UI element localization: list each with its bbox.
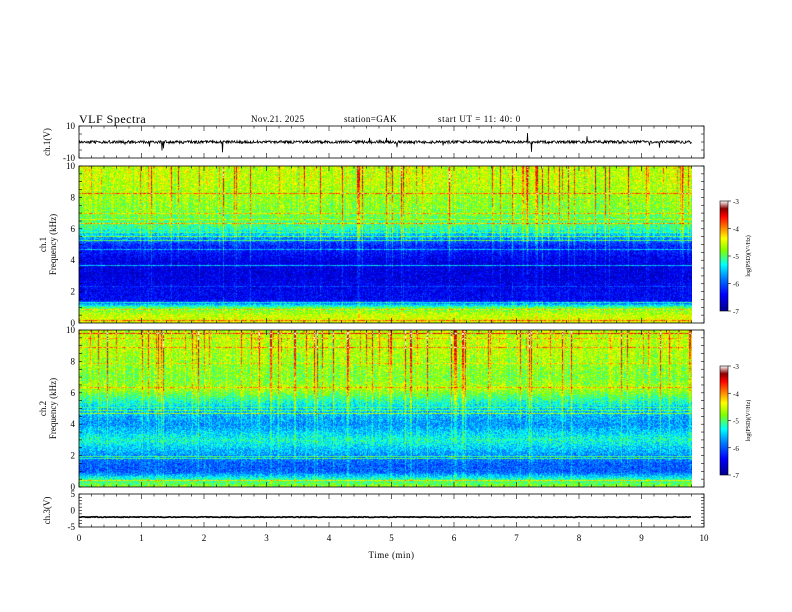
- x-tick-label: 8: [577, 533, 582, 543]
- x-tick-label: 7: [514, 533, 519, 543]
- colorbar-tick-label: -6: [733, 281, 739, 289]
- colorbar-tick-label: -4: [733, 226, 739, 234]
- x-tick-label: 2: [202, 533, 207, 543]
- ch1-ylabel: ch.1(V): [42, 128, 52, 156]
- colorbar-tick-label: -3: [733, 363, 739, 371]
- x-tick-label: 4: [327, 533, 332, 543]
- date-label: Nov.21. 2025: [251, 114, 305, 124]
- x-tick-label: 1: [139, 533, 144, 543]
- ch3-ylabel: ch.3(V): [42, 497, 52, 525]
- y-tick-label: 0: [71, 318, 76, 328]
- ch1-spectrogram-channel-label: ch.1: [38, 237, 48, 252]
- colorbar-tick-label: -4: [733, 390, 739, 398]
- ch2-spectrogram-panel: 0 2 4 6 8 10 ch.2 Frequency (kHz): [38, 325, 705, 492]
- station-label: station=GAK: [344, 114, 397, 124]
- y-tick-label: 5: [71, 489, 76, 499]
- ch2-spectrogram-image: [79, 330, 692, 487]
- y-tick-label: 6: [71, 388, 76, 398]
- y-tick-label: 8: [71, 356, 76, 366]
- ch3-trace: [78, 515, 692, 519]
- ch1-trace: [78, 133, 692, 153]
- x-tick-label: 0: [77, 533, 82, 543]
- x-tick-label: 5: [389, 533, 394, 543]
- start-time-label: start UT = 11: 40: 0: [438, 114, 521, 124]
- ch1-spectrogram-image: [79, 166, 692, 323]
- ch2-spectrogram-ylabel: Frequency (kHz): [48, 378, 58, 439]
- plot-title: VLF Spectra: [79, 112, 147, 126]
- ch2-spectrogram-colorbar-fill: [719, 365, 729, 476]
- ch1-spectrogram-ylabel: Frequency (kHz): [48, 214, 58, 275]
- ch2-spectrogram-channel-label: ch.2: [38, 401, 48, 416]
- colorbar-tick-label: -5: [733, 418, 739, 426]
- y-tick-label: -10: [63, 153, 75, 163]
- colorbar-tick-label: -6: [733, 445, 739, 453]
- x-tick-label: 6: [452, 533, 457, 543]
- colorbar-tick-label: -5: [733, 253, 739, 261]
- ch1-spectrogram-panel: 0 2 4 6 8 10 ch.1 Frequency (kHz): [38, 161, 705, 328]
- y-tick-label: 4: [71, 419, 76, 429]
- y-tick-label: 0: [71, 482, 76, 492]
- x-tick-label: 10: [700, 533, 710, 543]
- y-tick-label: 4: [71, 255, 76, 265]
- ch1-spectrogram-colorbar-label: log(PSD)(V²/Hz): [745, 235, 752, 276]
- y-tick-label: 0: [71, 506, 76, 516]
- y-tick-label: 2: [71, 287, 76, 297]
- y-tick-label: 10: [66, 121, 76, 131]
- ch1-colorbar: -3 -4 -5 -6 -7 log(PSD)(V²/Hz): [719, 198, 752, 316]
- y-tick-label: 6: [71, 224, 76, 234]
- y-tick-label: -5: [68, 522, 76, 532]
- ch1-waveform-panel: 10 -10 ch.1(V): [42, 121, 705, 163]
- y-tick-label: 8: [71, 192, 76, 202]
- ch2-colorbar: -3 -4 -5 -6 -7 log(PSD)(V²/Hz): [719, 363, 752, 480]
- y-tick-label: 10: [66, 325, 76, 335]
- x-tick-label: 9: [639, 533, 644, 543]
- ch2-spectrogram-colorbar-label: log(PSD)(V²/Hz): [745, 400, 752, 441]
- x-axis-label: Time (min): [369, 550, 415, 560]
- colorbar-tick-label: -7: [733, 472, 739, 480]
- y-tick-label: 10: [66, 161, 76, 171]
- ch1-spectrogram-colorbar-fill: [719, 200, 729, 312]
- x-tick-label: 3: [264, 533, 269, 543]
- colorbar-tick-label: -3: [733, 198, 739, 206]
- y-tick-label: 2: [71, 451, 76, 461]
- colorbar-tick-label: -7: [733, 308, 739, 316]
